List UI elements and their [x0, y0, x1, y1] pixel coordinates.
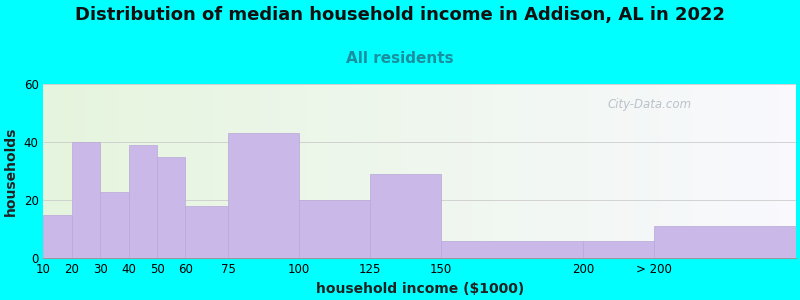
Text: All residents: All residents: [346, 51, 454, 66]
Text: City-Data.com: City-Data.com: [608, 98, 692, 111]
Y-axis label: households: households: [4, 127, 18, 216]
Bar: [43, 215, 72, 258]
Bar: [157, 157, 186, 258]
Bar: [299, 200, 370, 258]
Bar: [441, 241, 583, 258]
Text: Distribution of median household income in Addison, AL in 2022: Distribution of median household income …: [75, 6, 725, 24]
Bar: [654, 226, 796, 258]
Bar: [370, 174, 441, 258]
X-axis label: household income ($1000): household income ($1000): [315, 282, 524, 296]
Bar: [228, 134, 299, 258]
Bar: [100, 192, 129, 258]
Bar: [583, 241, 654, 258]
Bar: [186, 206, 228, 258]
Bar: [129, 145, 157, 258]
Bar: [72, 142, 100, 258]
